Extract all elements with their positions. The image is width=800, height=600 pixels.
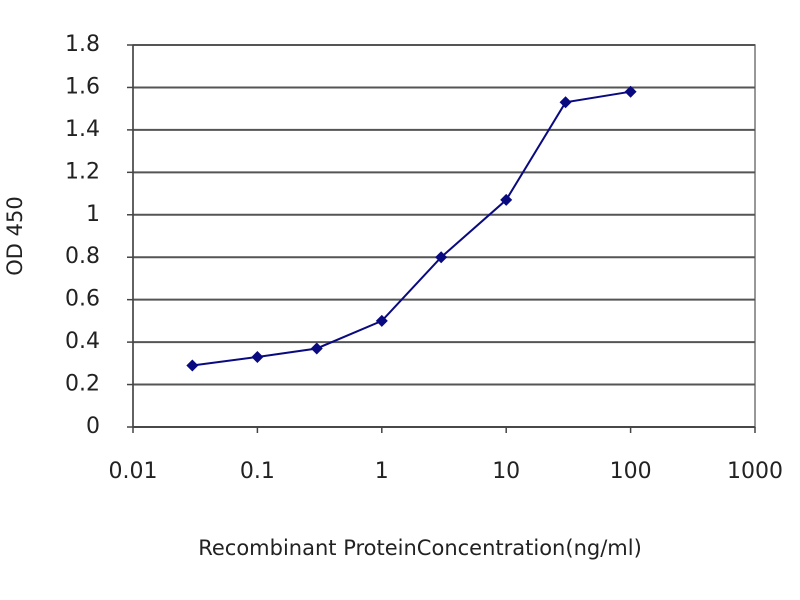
y-tick-label: 0.8 (65, 244, 100, 269)
y-tick-label: 0.2 (65, 372, 100, 397)
y-tick-label: 1.4 (65, 117, 100, 142)
data-point (559, 96, 572, 109)
data-point (500, 193, 513, 206)
data-point (624, 85, 637, 98)
x-tick-label: 0.1 (240, 459, 275, 484)
y-tick-label: 0 (86, 414, 100, 439)
y-tick-label: 0.6 (65, 287, 100, 312)
y-tick-label: 1 (86, 202, 100, 227)
y-axis-label: OD 450 (3, 196, 27, 275)
y-tick-label: 1.6 (65, 74, 100, 99)
x-axis-label: Recombinant ProteinConcentration(ng/ml) (198, 536, 642, 560)
data-point (251, 350, 264, 363)
data-line (192, 90, 631, 367)
data-point (375, 314, 388, 327)
x-tick-label: 0.01 (109, 459, 158, 484)
data-point (435, 251, 448, 264)
data-point (310, 342, 323, 355)
plot-area (132, 44, 756, 428)
data-point (186, 359, 199, 372)
x-tick-label: 10 (492, 459, 520, 484)
x-tick-label: 100 (610, 459, 652, 484)
y-tick-label: 1.8 (65, 32, 100, 57)
y-tick-label: 0.4 (65, 329, 100, 354)
x-tick-label: 1 (375, 459, 389, 484)
x-tick-label: 1000 (727, 459, 783, 484)
y-tick-label: 1.2 (65, 159, 100, 184)
